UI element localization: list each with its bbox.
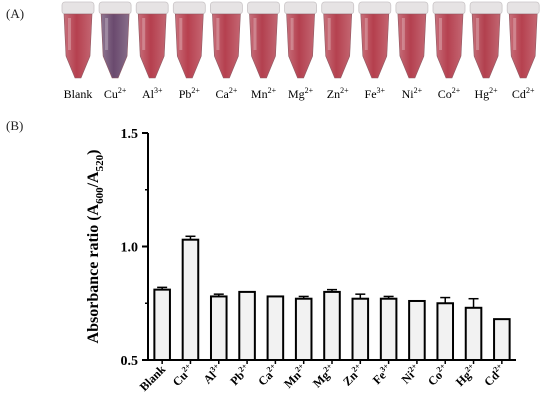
bar xyxy=(493,318,511,362)
bar xyxy=(181,238,200,361)
x-tick-label: Hg2+ xyxy=(452,361,480,389)
x-tick-label: Co2+ xyxy=(424,361,451,388)
bar xyxy=(408,299,426,362)
tube-label: Fe3+ xyxy=(365,86,386,101)
tube-label: Ni2+ xyxy=(402,86,423,101)
tube-zn: Zn2+ xyxy=(321,1,355,101)
x-tick-label: Fe3+ xyxy=(369,361,395,387)
tube-al: Al3+ xyxy=(135,1,169,101)
tube-blank: Blank xyxy=(61,1,95,101)
x-tick-label: Cd2+ xyxy=(480,361,508,389)
bar xyxy=(238,290,256,361)
tube-label: Cd2+ xyxy=(512,86,535,101)
tube-label: Blank xyxy=(64,87,93,101)
y-axis-label: Absorbance ratio (A600/A520) xyxy=(85,150,106,344)
tube-mn: Mn2+ xyxy=(247,1,280,101)
tube-ca: Ca2+ xyxy=(209,1,243,101)
bar xyxy=(209,295,228,362)
tube-label: Mg2+ xyxy=(288,86,314,101)
tube-label: Hg2+ xyxy=(475,86,499,101)
bar xyxy=(294,297,313,361)
x-tick-label: Cu2+ xyxy=(169,361,197,389)
tube-hg: Hg2+ xyxy=(469,1,503,101)
x-tick-label: Zn2+ xyxy=(339,361,366,388)
tube-pb: Pb2+ xyxy=(172,1,206,101)
bar xyxy=(351,297,370,361)
y-tick-label: 1.5 xyxy=(121,127,139,142)
tube-fe: Fe3+ xyxy=(358,1,392,101)
tube-ni: Ni2+ xyxy=(395,1,429,101)
bar xyxy=(436,302,455,361)
bar xyxy=(153,288,171,362)
bar xyxy=(379,297,398,361)
tube-label: Al3+ xyxy=(142,86,163,101)
tube-mg: Mg2+ xyxy=(284,1,318,101)
x-tick-label: Ca2+ xyxy=(254,361,281,388)
x-tick-label: Blank xyxy=(137,362,169,394)
x-tick-label: Mg2+ xyxy=(309,361,338,390)
y-tick-label: 1.0 xyxy=(121,241,139,256)
tube-cu: Cu2+ xyxy=(98,1,132,101)
x-tick-label: Pb2+ xyxy=(227,361,254,388)
panel-b-label: (B) xyxy=(6,118,24,133)
bar xyxy=(464,306,483,362)
tubes-photo: Blank Cu2+ Al3+ Pb2+ Ca2+ Mn2+ Mg2+ Zn2+ Fe3+ Ni2… xyxy=(61,1,540,101)
tube-label: Pb2+ xyxy=(179,86,201,101)
bar xyxy=(266,295,285,362)
panel-a-label: (A) xyxy=(6,6,25,21)
tube-label: Ca2+ xyxy=(215,86,237,101)
tube-co: Co2+ xyxy=(432,1,466,101)
bar xyxy=(323,290,341,361)
tube-label: Mn2+ xyxy=(251,86,277,101)
tube-label: Cu2+ xyxy=(104,86,127,101)
tube-cd: Cd2+ xyxy=(506,1,540,101)
tube-label: Co2+ xyxy=(438,86,461,101)
x-tick-label: Ni2+ xyxy=(398,361,423,386)
x-tick-label: Al3+ xyxy=(200,361,225,386)
tube-label: Zn2+ xyxy=(327,86,349,101)
x-tick-label: Mn2+ xyxy=(280,361,310,391)
y-tick-label: 0.5 xyxy=(121,354,139,369)
